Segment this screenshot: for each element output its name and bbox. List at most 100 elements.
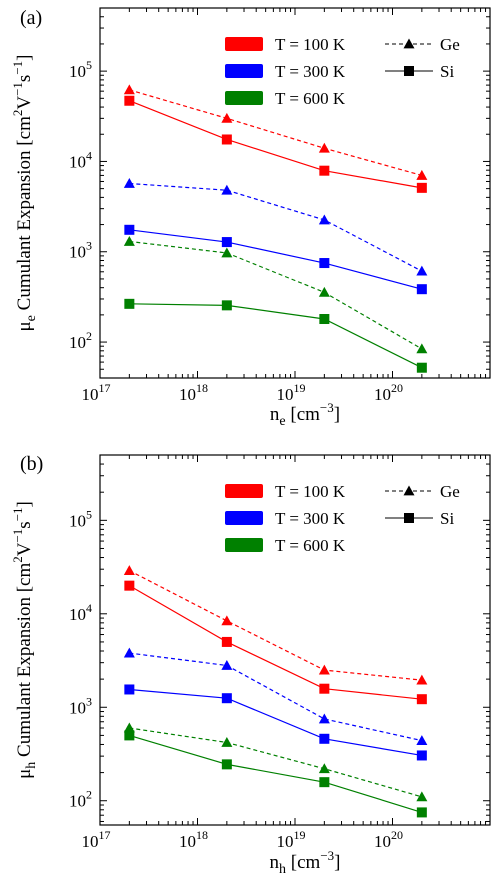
series-ge-600k — [123, 722, 428, 802]
series-si-300k — [124, 224, 427, 295]
y-tick-label: 104 — [69, 148, 92, 171]
x-axis-ticks — [99, 455, 487, 825]
legend-label: T = 600 K — [275, 89, 346, 108]
series-line — [129, 688, 422, 757]
data-point-square — [124, 298, 135, 309]
series-ge-300k — [123, 177, 428, 276]
data-point-square — [416, 284, 427, 295]
series-si-600k — [124, 730, 427, 818]
legend-swatch — [225, 511, 263, 525]
x-tick-label: 1017 — [82, 381, 111, 404]
data-point-square — [416, 362, 427, 373]
legend: T = 100 K T = 300 K T = 600 K Ge Si — [225, 35, 460, 108]
y-tick-label: 105 — [69, 507, 92, 530]
data-point-triangle — [318, 713, 330, 724]
y-tick-label: 102 — [69, 329, 92, 352]
y-tick-label: 102 — [69, 788, 92, 811]
data-point-square — [221, 759, 232, 770]
chart-panel-b: (b) 1017 1018 1019 1020 102 103 104 105 nh [cm−3]… — [10, 453, 491, 877]
data-point-square — [319, 777, 330, 788]
data-point-square — [124, 224, 135, 235]
data-point-square — [416, 807, 427, 818]
data-point-square — [124, 730, 135, 741]
series-si-300k — [124, 684, 427, 761]
y-tick-label: 103 — [69, 239, 92, 262]
legend: T = 100 K T = 300 K T = 600 K Ge Si — [225, 482, 460, 555]
data-point-square — [124, 684, 135, 695]
y-axis-ticks — [100, 7, 490, 379]
data-point-square — [319, 733, 330, 744]
data-point-triangle — [416, 265, 428, 276]
legend-square-marker — [404, 513, 414, 523]
legend-label: T = 300 K — [275, 509, 346, 528]
data-point-triangle — [416, 735, 428, 745]
x-tick-label: 1020 — [374, 381, 403, 404]
panel-label: (b) — [20, 453, 43, 475]
x-tick-label: 1017 — [82, 828, 111, 851]
data-point-triangle — [318, 286, 330, 297]
data-point-square — [124, 580, 135, 591]
data-point-triangle — [123, 647, 135, 658]
data-point-triangle — [416, 343, 428, 354]
data-point-square — [221, 300, 232, 311]
legend-label: T = 300 K — [275, 62, 346, 81]
data-point-triangle — [416, 169, 428, 180]
legend-label: T = 100 K — [275, 35, 346, 54]
legend-triangle-marker — [403, 485, 415, 496]
data-point-triangle — [221, 659, 233, 670]
series-line — [129, 570, 422, 681]
data-point-triangle — [123, 177, 135, 188]
data-point-triangle — [318, 664, 330, 675]
y-tick-label: 103 — [69, 694, 92, 717]
series-line — [129, 303, 423, 369]
y-tick-label: 104 — [69, 601, 92, 624]
data-point-triangle — [416, 674, 428, 685]
series-line — [129, 734, 423, 813]
series-line — [129, 100, 422, 189]
legend-label: Ge — [440, 35, 460, 54]
series-line — [129, 727, 423, 798]
data-point-triangle — [123, 565, 135, 575]
series-line — [129, 585, 422, 700]
data-point-triangle — [221, 736, 233, 747]
legend-swatch — [225, 484, 263, 498]
data-point-square — [416, 182, 427, 193]
data-point-square — [221, 134, 232, 145]
data-point-triangle — [318, 142, 330, 153]
data-point-square — [319, 258, 330, 269]
data-point-square — [221, 636, 232, 647]
series-ge-100k — [123, 565, 428, 685]
series-ge-600k — [123, 235, 428, 354]
series-ge-100k — [123, 84, 428, 180]
series-line — [129, 89, 423, 177]
x-tick-label: 1019 — [277, 828, 306, 851]
legend-swatch — [225, 91, 263, 105]
panel-label: (a) — [20, 7, 42, 29]
data-point-square — [319, 683, 330, 694]
data-point-square — [416, 694, 427, 705]
data-point-square — [416, 750, 427, 761]
data-point-triangle — [221, 112, 233, 123]
data-point-triangle — [221, 184, 233, 195]
series-si-100k — [124, 580, 427, 705]
data-point-square — [221, 237, 232, 248]
data-point-triangle — [318, 214, 330, 225]
x-tick-label: 1020 — [374, 828, 403, 851]
series-ge-300k — [123, 647, 428, 745]
x-tick-label: 1018 — [179, 381, 208, 404]
series-line — [129, 652, 422, 742]
data-point-square — [124, 95, 135, 106]
y-tick-label: 105 — [69, 58, 92, 81]
data-point-triangle — [221, 247, 233, 258]
series-line — [129, 229, 423, 290]
chart-panel-a: (a) 1017 1018 1019 1020 102 103 104 105 ne [cm−3]… — [10, 7, 491, 429]
series-si-100k — [124, 95, 427, 193]
x-axis-ticks — [99, 8, 487, 378]
data-point-triangle — [123, 84, 135, 95]
series-si-600k — [124, 298, 427, 373]
data-point-triangle — [221, 615, 233, 626]
y-axis-label: μe Cumulant Expansion [cm2V−1s−1] — [10, 54, 39, 331]
data-point-square — [319, 165, 330, 176]
legend-label: Ge — [440, 482, 460, 501]
y-axis-label: μh Cumulant Expansion [cm2V−1s−1] — [10, 501, 39, 779]
